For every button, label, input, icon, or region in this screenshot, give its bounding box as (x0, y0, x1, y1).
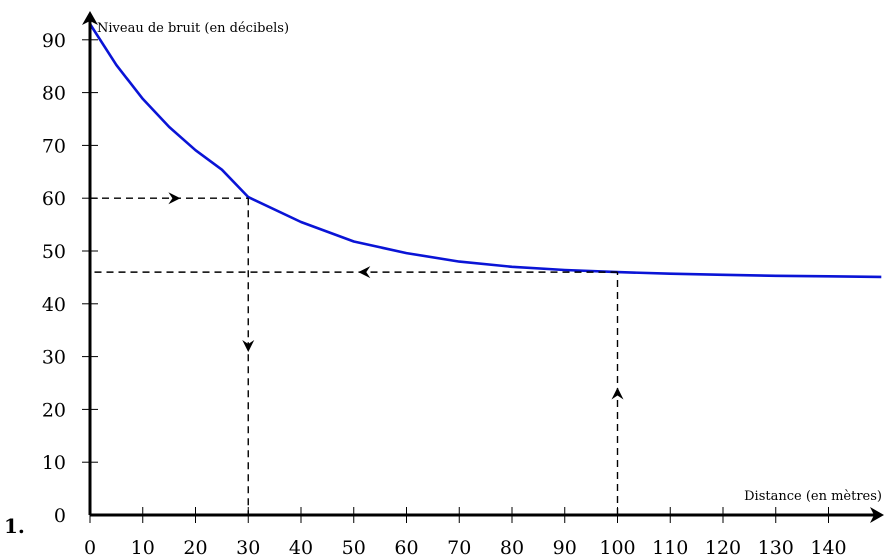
x-tick-label: 20 (183, 537, 207, 559)
y-tick-label: 50 (42, 241, 66, 263)
x-tick-label: 80 (500, 537, 524, 559)
x-tick-label: 130 (758, 537, 794, 559)
guide-arrow-0 (168, 192, 180, 204)
y-tick-label: 80 (42, 83, 66, 105)
x-tick-label: 70 (447, 537, 471, 559)
y-tick-label: 0 (54, 505, 66, 527)
x-tick-label: 40 (289, 537, 313, 559)
y-tick-label: 30 (42, 347, 66, 369)
y-tick-label: 60 (42, 188, 66, 210)
series-line-0 (90, 24, 881, 277)
y-tick-label: 10 (42, 452, 66, 474)
x-tick-label: 140 (810, 537, 846, 559)
guide-arrow-2 (612, 388, 624, 400)
y-tick-label: 70 (42, 135, 66, 157)
x-tick-label: 110 (652, 537, 688, 559)
x-tick-label: 50 (342, 537, 366, 559)
guide-arrow-3 (358, 266, 370, 278)
x-tick-label: 90 (553, 537, 577, 559)
x-tick-label: 10 (131, 537, 155, 559)
x-axis-label: Distance (en mètres) (744, 489, 882, 504)
y-tick-label: 40 (42, 294, 66, 316)
question-number: 1. (4, 514, 25, 538)
x-tick-label: 100 (599, 537, 635, 559)
y-tick-label: 20 (42, 399, 66, 421)
y-tick-label: 90 (42, 30, 66, 52)
x-tick-label: 0 (84, 537, 96, 559)
guide-arrow-1 (242, 340, 254, 352)
x-tick-label: 120 (705, 537, 741, 559)
x-tick-label: 60 (394, 537, 418, 559)
y-axis-label: Niveau de bruit (en décibels) (97, 21, 289, 36)
x-tick-label: 30 (236, 537, 260, 559)
